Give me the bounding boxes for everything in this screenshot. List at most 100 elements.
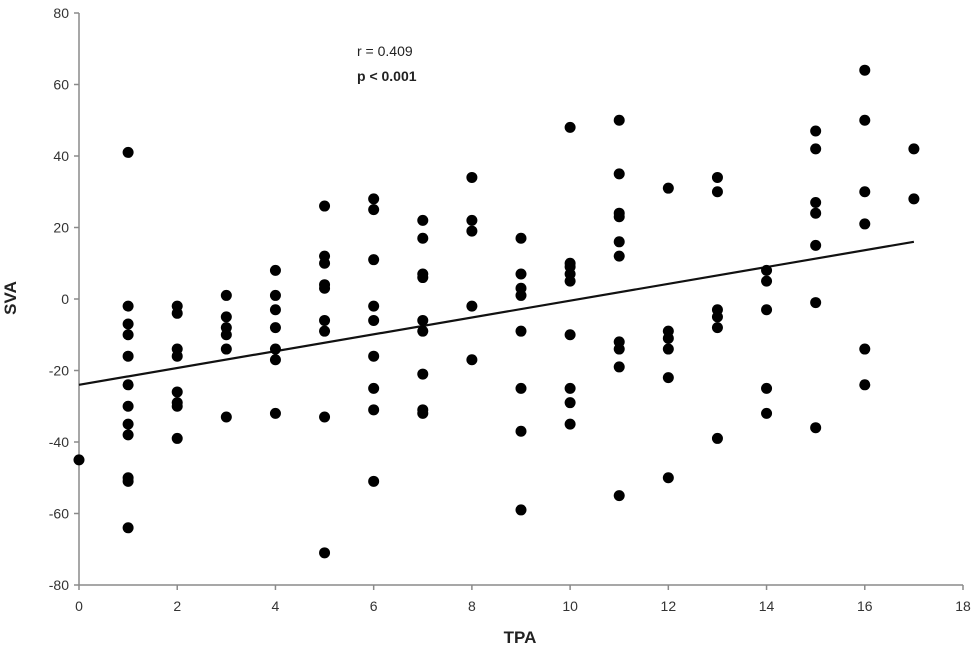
data-point [859,379,871,391]
data-point [220,343,232,355]
data-point [810,239,822,251]
x-tick-label: 12 [661,598,677,614]
data-point [417,368,429,380]
x-tick-label: 2 [173,598,181,614]
data-point [466,171,478,183]
data-point [122,318,134,330]
y-tick-label: -20 [49,363,69,379]
data-point [319,325,331,337]
data-point [613,250,625,262]
data-point [564,121,576,133]
data-point [319,257,331,269]
data-point [122,350,134,362]
data-point [613,114,625,126]
trendline-group [78,240,915,386]
data-point [122,146,134,158]
y-tick-label: -60 [49,506,69,522]
data-point [613,490,625,502]
data-point [515,325,527,337]
data-point [122,300,134,312]
data-point [368,204,380,216]
data-point [269,264,281,276]
data-point [662,332,674,344]
ticks: -80 -60 -40 -20 0 20 40 60 80 0 2 4 6 8 10 12 14 16 18 [49,5,971,614]
data-point [122,329,134,341]
data-point [564,329,576,341]
data-point [908,193,920,205]
data-point [269,343,281,355]
y-tick-label: -40 [49,434,69,450]
data-point [515,289,527,301]
data-point [171,386,183,398]
data-point [319,411,331,423]
data-point [122,379,134,391]
data-point [859,114,871,126]
data-point [761,407,773,419]
data-point [810,196,822,208]
data-point [515,232,527,244]
data-point [417,214,429,226]
data-point [859,218,871,230]
x-tick-label: 10 [562,598,578,614]
data-point [515,382,527,394]
data-point [319,200,331,212]
data-point [319,282,331,294]
data-point [466,354,478,366]
data-point [269,322,281,334]
data-point [171,432,183,444]
points-group [73,64,920,559]
data-point [73,454,85,466]
data-point [269,289,281,301]
data-point [122,400,134,412]
data-point [711,432,723,444]
data-point [368,475,380,487]
data-point [613,343,625,355]
annotation-r: r = 0.409 [357,43,413,59]
data-point [368,350,380,362]
data-point [171,350,183,362]
data-point [466,300,478,312]
data-point [220,411,232,423]
x-tick-label: 4 [272,598,280,614]
data-point [711,311,723,323]
data-point [269,304,281,316]
x-tick-label: 16 [857,598,873,614]
data-point [368,382,380,394]
data-point [908,143,920,155]
data-point [171,400,183,412]
data-point [417,232,429,244]
trendline [78,240,915,386]
y-tick-label: 0 [61,291,69,307]
x-tick-label: 6 [370,598,378,614]
data-point [810,207,822,219]
data-point [122,429,134,441]
data-point [171,307,183,319]
data-point [613,361,625,373]
data-point [220,289,232,301]
data-point [368,254,380,266]
data-point [417,407,429,419]
data-point [122,418,134,430]
data-point [515,425,527,437]
data-point [761,382,773,394]
data-point [810,143,822,155]
data-point [662,472,674,484]
data-point [564,397,576,409]
data-point [711,171,723,183]
data-point [564,382,576,394]
data-point [269,354,281,366]
data-point [368,300,380,312]
data-point [515,268,527,280]
data-point [662,343,674,355]
data-point [810,297,822,309]
data-point [417,272,429,284]
data-point [417,314,429,326]
data-point [417,325,429,337]
data-point [122,475,134,487]
data-point [368,193,380,205]
data-point [859,186,871,198]
x-tick-label: 14 [759,598,775,614]
x-axis-title: TPA [504,628,537,647]
data-point [662,372,674,384]
